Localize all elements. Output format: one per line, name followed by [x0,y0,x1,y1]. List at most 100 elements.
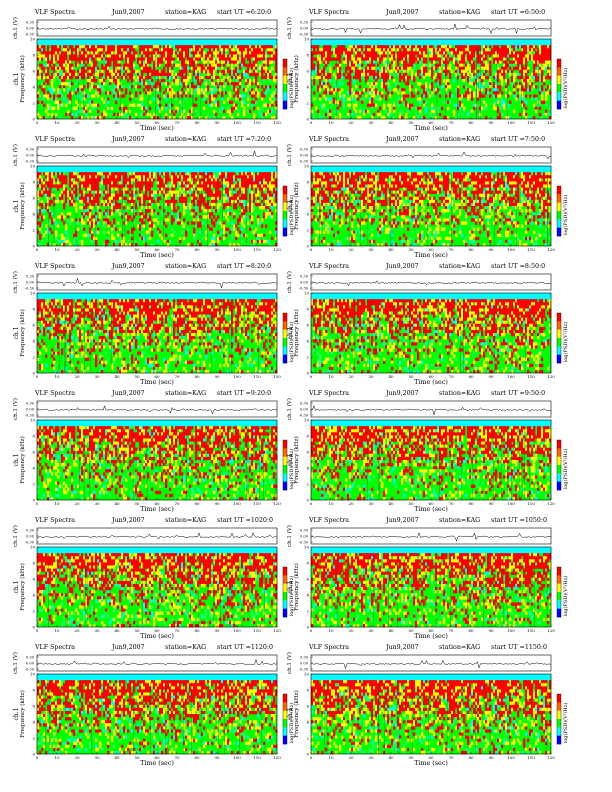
spectrogram-cell [39,172,42,176]
spectrogram-cell [89,88,92,92]
spectrogram-cell [263,166,266,170]
spectrogram-cell [519,39,522,43]
spectrogram-cell [405,45,408,49]
spectrogram-cell [437,48,440,52]
spectrogram-cell [547,57,550,61]
spectrogram-cell [179,169,182,173]
spectrogram-cell [491,51,494,55]
spectrogram-cell [43,82,46,86]
spectrogram-cell [153,169,156,173]
spectrogram-cell [249,82,252,86]
spectrogram-cell [487,82,490,86]
spectrogram-cell [77,42,80,46]
spectrogram-cell [43,45,46,49]
spectrogram-cell [153,51,156,55]
colorbar-segment [557,67,561,76]
spectrogram-cell [61,48,64,52]
spectrogram-cell [419,66,422,71]
spectrogram-cell [77,57,80,61]
spectrogram-cell [227,60,230,64]
spectrogram-cell [115,72,118,77]
spectrogram-cell [201,88,204,92]
spectrogram-cell [267,85,270,89]
spectrogram-cell [525,51,528,55]
spectrogram-cell [523,79,526,83]
spectrogram-cell [61,45,64,49]
spectrogram-cell [351,51,354,55]
spectrogram-cell [205,169,208,173]
spectrogram-cell [547,72,550,77]
spectrogram-cell [543,66,546,71]
spectrogram-cell [145,66,148,71]
spectrogram-cell [385,66,388,71]
spectrogram-cell [231,51,234,55]
spectrogram-cell [263,42,266,46]
spectrogram-cell [431,51,434,55]
spectrogram-cell [205,187,208,191]
spectrogram-cell [153,97,156,101]
spectrogram-cell [363,42,366,46]
spectrogram-cell [487,45,490,49]
spectrogram-cell [215,57,218,61]
spectrogram-cell [187,79,190,83]
spectrogram-cell [333,45,336,49]
spectrogram-cell [269,79,272,83]
spectrogram-cell [471,69,474,74]
spectrogram-cell [425,42,428,46]
spectrogram-cell [75,51,78,55]
spectrogram-cell [111,72,114,77]
spectrogram-cell [473,72,476,77]
spectrogram-cell [399,66,402,71]
spectrogram-cell [423,115,426,120]
spectrogram-cell [485,60,488,64]
spectrogram-cell [103,66,106,71]
spectrogram-cell [75,54,78,58]
spectrogram-cell [347,97,350,101]
spectrogram-cell [129,169,132,173]
spectrogram-cell [237,79,240,83]
spectrogram-cell [327,109,330,114]
spectrogram-cell [529,115,532,120]
spectrogram-cell [315,106,318,111]
spectrogram-cell [351,66,354,71]
spectrogram-cell [379,112,382,117]
spectrogram-cell [533,63,536,67]
spectrogram-cell [177,184,180,188]
spectrogram-cell [339,42,342,46]
spectrogram-cell [95,39,98,43]
spectrogram-cell [79,172,82,176]
spectrogram-cell [171,91,174,95]
spectrogram-cell [439,66,442,71]
spectrogram-cell [359,51,362,55]
spectrogram-cell [151,178,154,182]
spectrogram-cell [311,103,314,107]
spectrogram-cell [117,45,120,49]
spectrogram-cell [275,94,278,98]
spectrogram-cell [113,85,116,89]
spectrogram-cell [489,82,492,86]
spectrogram-cell [463,42,466,46]
spectrogram-cell [235,75,238,80]
spectrogram-cell [315,66,318,71]
spectrogram-cell [203,54,206,58]
spectrogram-cell [493,85,496,89]
spectrogram-cell [91,106,94,111]
spectrogram-cell [457,88,460,92]
spectrogram-cell [247,85,250,89]
spectrogram-cell [91,79,94,83]
spectrogram-cell [247,172,250,176]
spectrogram-cell [185,72,188,77]
spectrogram-cell [53,63,56,67]
spectrogram-cell [193,60,196,64]
spectrogram-cell [217,66,220,71]
spectrogram-cell [175,63,178,67]
spectrogram-cell [177,39,180,43]
spectrogram-cell [223,178,226,182]
spectrogram-cell [243,63,246,67]
spectrogram-cell [467,97,470,101]
spectrogram-cell [71,69,74,74]
spectrogram-cell [493,39,496,43]
spectrogram-cell [99,91,102,95]
spectrogram-cell [193,178,196,182]
spectrogram-cell [183,187,186,191]
